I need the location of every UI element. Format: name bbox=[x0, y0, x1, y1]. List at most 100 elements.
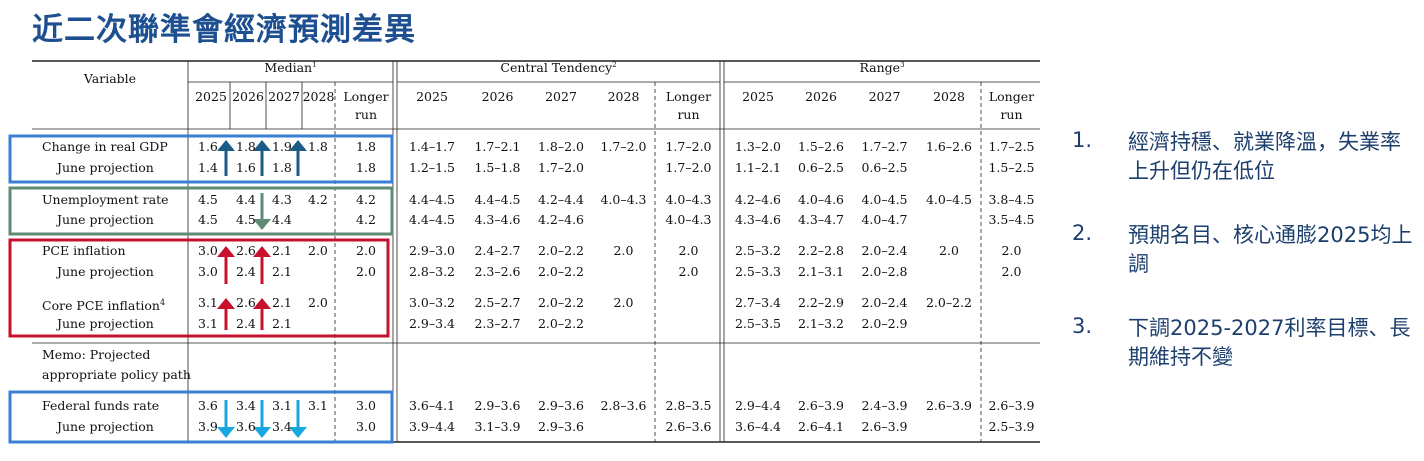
median-value: 4.5 bbox=[198, 212, 218, 227]
central-tendency-value: 1.7–2.1 bbox=[474, 139, 521, 154]
range-value: 3.5–4.5 bbox=[988, 212, 1035, 227]
up-arrow-icon bbox=[253, 246, 271, 284]
range-value: 1.3–2.0 bbox=[734, 139, 781, 154]
central-tendency-value: 2.9–3.0 bbox=[408, 243, 455, 258]
central-tendency-value: 1.8–2.0 bbox=[537, 139, 584, 154]
median-value: 2.4 bbox=[236, 316, 256, 331]
down-arrow-icon bbox=[217, 400, 235, 438]
median-value: 4.4 bbox=[236, 192, 256, 207]
range-value: 4.0–4.6 bbox=[797, 192, 844, 207]
central-tendency-year-2025: 2025 bbox=[416, 89, 448, 104]
june-projection-label: June projection bbox=[57, 160, 154, 175]
range-value: 2.5–3.9 bbox=[988, 419, 1035, 434]
range-value: 2.5–3.2 bbox=[734, 243, 781, 258]
range-value: 2.4–3.9 bbox=[861, 398, 908, 413]
central-tendency-value: 2.9–3.6 bbox=[537, 419, 584, 434]
central-tendency-value: 1.7–2.0 bbox=[537, 160, 584, 175]
note-text: 經濟持穩、就業降溫，失業率上升但仍在低位 bbox=[1128, 130, 1401, 183]
range-year-2028: 2028 bbox=[933, 89, 965, 104]
median-value: 2.1 bbox=[272, 295, 292, 310]
median-value: 3.1 bbox=[308, 398, 328, 413]
range-value: 1.7–2.5 bbox=[988, 139, 1035, 154]
central-tendency-value: 3.6–4.1 bbox=[408, 398, 455, 413]
median-year-2027: 2027 bbox=[268, 89, 300, 104]
median-value: 2.1 bbox=[272, 316, 292, 331]
highlight-box-funds-rate bbox=[8, 390, 394, 444]
central-tendency-value: 2.0–2.2 bbox=[537, 295, 584, 310]
variable-label: Change in real GDP bbox=[42, 139, 168, 154]
range-value: 2.9–4.4 bbox=[734, 398, 781, 413]
down-arrow-icon bbox=[289, 400, 307, 438]
central-tendency-value: 2.3–2.6 bbox=[474, 264, 521, 279]
range-value: 0.6–2.5 bbox=[797, 160, 844, 175]
central-tendency-value: 3.0–3.2 bbox=[408, 295, 455, 310]
up-arrow-icon bbox=[253, 140, 271, 176]
range-value: 4.2–4.6 bbox=[734, 192, 781, 207]
central-tendency-value: 2.0 bbox=[678, 264, 699, 279]
median-longer-run-header: Longer bbox=[343, 89, 389, 104]
range-value: 4.0–4.5 bbox=[925, 192, 972, 207]
range-longer-run-header: Longer bbox=[988, 89, 1035, 104]
central-tendency-value: 1.7–2.0 bbox=[665, 160, 712, 175]
median-value: 2.6 bbox=[236, 295, 256, 310]
central-tendency-year-2028: 2028 bbox=[607, 89, 640, 104]
median-value: 2.1 bbox=[272, 243, 292, 258]
central-tendency-value: 4.0–4.3 bbox=[665, 212, 712, 227]
central-tendency-value: 2.8–3.5 bbox=[665, 398, 712, 413]
median-value: 2.1 bbox=[272, 264, 292, 279]
range-value: 3.6–4.4 bbox=[734, 419, 781, 434]
group-header-note: 3 bbox=[900, 61, 905, 69]
range-value: 2.2–2.8 bbox=[797, 243, 844, 258]
variable-label: Core PCE inflation4 bbox=[42, 298, 166, 314]
range-value: 2.5–3.5 bbox=[734, 316, 781, 331]
central-tendency-value: 2.0–2.2 bbox=[537, 243, 584, 258]
central-tendency-year-2027: 2027 bbox=[545, 89, 577, 104]
note-number: 3. bbox=[1072, 314, 1093, 338]
note-number: 1. bbox=[1072, 128, 1093, 152]
variable-label: Federal funds rate bbox=[42, 398, 160, 413]
range-value: 1.5–2.5 bbox=[988, 160, 1035, 175]
range-value: 1.1–2.1 bbox=[734, 160, 781, 175]
notes-list: 1. 經濟持穩、就業降溫，失業率上升但仍在低位 2. 預期名目、核心通膨2025… bbox=[1072, 128, 1417, 407]
median-value: 3.0 bbox=[198, 264, 218, 279]
central-tendency-value: 4.4–4.5 bbox=[408, 192, 455, 207]
range-value: 2.1–3.2 bbox=[797, 316, 844, 331]
range-value: 2.0–2.4 bbox=[861, 243, 908, 258]
highlight-box-inflation bbox=[8, 238, 390, 338]
range-value: 2.0–2.8 bbox=[861, 264, 908, 279]
central-tendency-value: 4.0–4.3 bbox=[600, 192, 647, 207]
median-longer-run-header: run bbox=[354, 107, 378, 122]
note-item: 3. 下調2025-2027利率目標、長期維持不變 bbox=[1072, 314, 1417, 407]
note-number: 2. bbox=[1072, 221, 1093, 245]
median-value: 4.2 bbox=[356, 192, 376, 207]
range-value: 2.0 bbox=[1001, 243, 1022, 258]
central-tendency-value: 4.2–4.4 bbox=[537, 192, 584, 207]
central-tendency-value: 2.9–3.6 bbox=[537, 398, 584, 413]
median-year-2028: 2028 bbox=[302, 89, 335, 104]
range-value: 2.6–4.1 bbox=[797, 419, 844, 434]
median-value: 1.8 bbox=[308, 139, 328, 154]
central-tendency-longer-run-header: Longer bbox=[665, 89, 712, 104]
median-value: 3.4 bbox=[272, 419, 292, 434]
range-value: 2.0–2.2 bbox=[925, 295, 972, 310]
variable-header: Variable bbox=[83, 71, 137, 86]
up-arrow-icon bbox=[217, 246, 235, 284]
central-tendency-value: 2.8–3.6 bbox=[600, 398, 647, 413]
central-tendency-value: 1.7–2.0 bbox=[665, 139, 712, 154]
range-value: 2.0–2.9 bbox=[861, 316, 908, 331]
range-value: 1.7–2.7 bbox=[861, 139, 908, 154]
down-arrow-icon bbox=[253, 400, 271, 438]
central-tendency-value: 1.7–2.0 bbox=[600, 139, 647, 154]
median-value: 3.0 bbox=[356, 419, 376, 434]
central-tendency-value: 4.0–4.3 bbox=[665, 192, 712, 207]
median-value: 4.5 bbox=[198, 192, 218, 207]
central-tendency-value: 2.9–3.6 bbox=[474, 398, 521, 413]
down-arrow-icon bbox=[253, 193, 271, 230]
range-value: 2.2–2.9 bbox=[797, 295, 844, 310]
central-tendency-value: 2.6–3.6 bbox=[665, 419, 712, 434]
range-value: 2.6–3.9 bbox=[925, 398, 972, 413]
note-text: 下調2025-2027利率目標、長期維持不變 bbox=[1128, 316, 1411, 369]
page-title: 近二次聯準會經濟預測差異 bbox=[32, 12, 416, 48]
central-tendency-value: 3.9–4.4 bbox=[408, 419, 455, 434]
median-value: 3.9 bbox=[198, 419, 218, 434]
